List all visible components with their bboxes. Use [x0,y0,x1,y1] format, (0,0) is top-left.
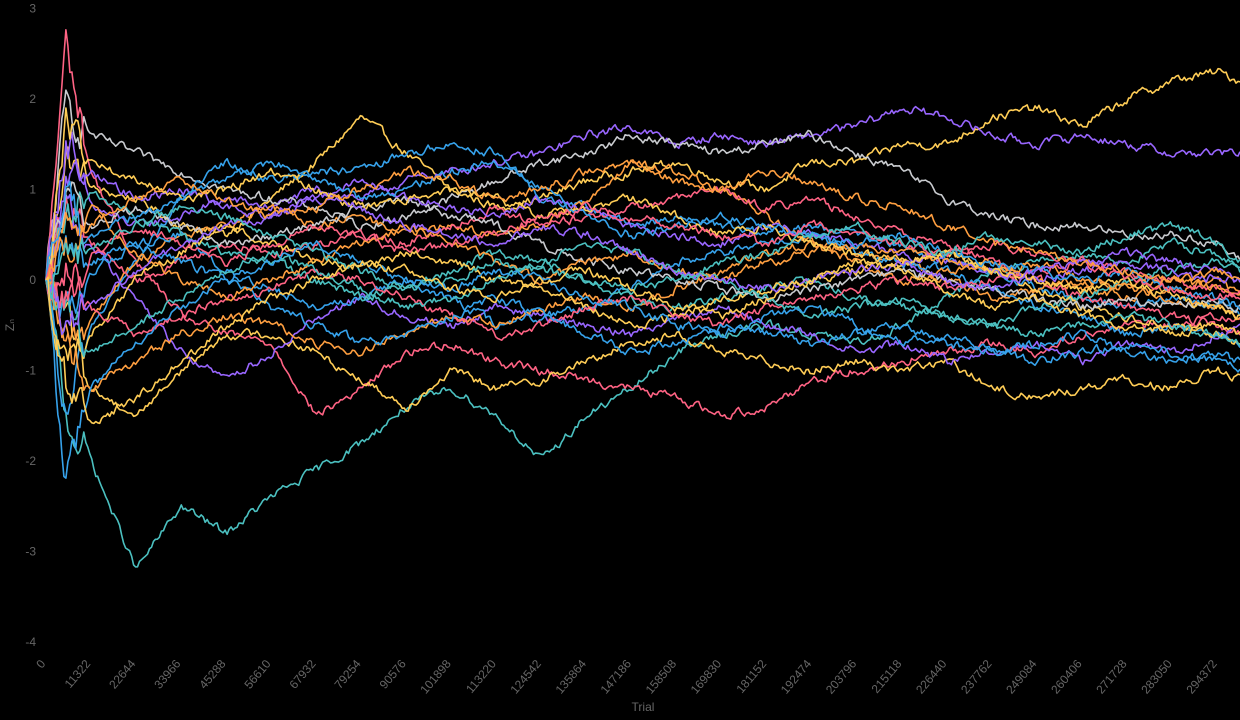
series-line-walk-22 [45,160,1240,311]
x-tick-label: 135864 [553,657,590,697]
series-line-walk-3 [45,89,1240,281]
y-axis-ticks: 3 2 1 0 -1 -2 -3 -4 [25,2,36,650]
x-axis-ticks: 0 11322 22644 33966 45288 56610 67932 79254 9057… [33,657,1220,697]
x-tick-label: 56610 [241,657,273,692]
x-tick-label: 169830 [688,657,725,697]
x-tick-label: 33966 [151,657,183,692]
x-tick-label: 249084 [1003,657,1040,697]
x-tick-label: 215118 [869,657,905,696]
y-tick-label: -1 [25,364,36,378]
x-tick-label: 101898 [417,657,454,697]
series-line-walk-24 [45,194,1240,336]
x-tick-label: 79254 [332,657,364,692]
x-tick-label: 67932 [286,657,318,692]
series-line-walk-12 [45,240,1240,393]
x-tick-label: 22644 [106,657,138,692]
series-line-walk-14 [45,223,1240,362]
x-tick-label: 237762 [958,657,995,697]
y-tick-label: -4 [25,635,36,649]
x-tick-label: 294372 [1183,657,1220,697]
series-line-walk-27 [45,240,1240,479]
series-line-walk-9 [45,186,1240,336]
series-line-walk-18 [45,131,1240,284]
x-tick-label: 181152 [733,657,769,696]
x-tick-label: 11322 [62,657,94,691]
series-line-walk-5 [45,29,1240,420]
y-axis-title: Zₙ [3,319,17,331]
x-tick-label: 260406 [1048,657,1085,697]
series-line-walk-6 [45,277,1240,418]
series-line-walk-13 [45,190,1240,327]
series-line-walk-4 [45,237,1240,568]
series-line-walk-25 [45,159,1240,283]
x-tick-label: 271728 [1093,657,1130,697]
series-line-walk-28 [45,258,1240,425]
series-line-walk-21 [45,107,1240,321]
y-tick-label: 0 [29,273,36,287]
y-tick-label: 3 [29,2,36,16]
series-layer [45,29,1240,568]
series-line-walk-2 [46,105,1240,281]
x-axis-title: Trial [632,700,655,714]
x-tick-label: 90576 [377,657,409,692]
x-tick-label: 203796 [823,657,860,697]
y-tick-label: 1 [29,183,36,197]
series-line-walk-15 [45,181,1240,314]
series-line-walk-23 [45,201,1240,309]
y-tick-label: 2 [29,92,36,106]
y-tick-label: -2 [25,454,36,468]
series-line-walk-19 [45,204,1240,302]
x-tick-label: 45288 [196,657,228,692]
x-tick-label: 158508 [643,657,680,697]
x-tick-label: 147186 [598,657,635,697]
x-tick-label: 283050 [1138,657,1175,697]
series-line-walk-26 [45,205,1240,300]
x-tick-label: 226440 [913,657,950,697]
x-tick-label: 0 [33,657,48,671]
x-tick-label: 124542 [508,657,545,697]
x-tick-label: 192474 [778,657,815,697]
x-tick-label: 113220 [463,657,499,696]
y-tick-label: -3 [25,545,36,559]
